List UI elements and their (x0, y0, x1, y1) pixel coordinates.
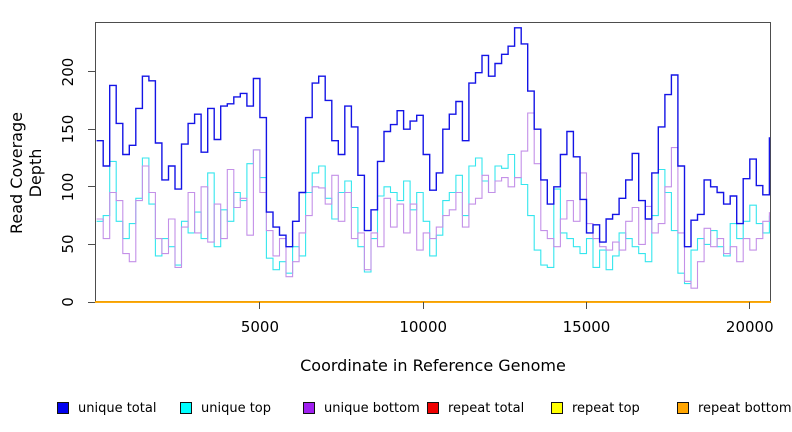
legend-swatch-unique-total (57, 402, 69, 414)
y-tick-mark (88, 128, 95, 130)
legend-label: repeat top (572, 400, 640, 416)
y-tick-label: 100 (59, 172, 77, 202)
y-tick-mark (88, 71, 95, 73)
y-tick-label: 150 (59, 114, 77, 144)
series-line-unique-bottom (96, 112, 770, 289)
x-tick-label: 5000 (240, 318, 279, 336)
y-tick-label: 200 (59, 57, 77, 86)
legend-label: unique top (201, 400, 272, 416)
legend-swatch-unique-top (180, 402, 192, 414)
legend-label: repeat bottom (698, 400, 792, 416)
legend-swatch-repeat-top (551, 402, 563, 414)
x-tick-label: 10000 (399, 318, 448, 336)
legend-item-unique-total: unique total (57, 398, 156, 418)
x-tick-mark (422, 302, 424, 309)
x-tick-mark (749, 302, 751, 309)
series-line-unique-top (96, 149, 770, 285)
legend-swatch-repeat-total (427, 402, 439, 414)
legend-item-unique-top: unique top (180, 398, 271, 418)
legend-label: unique bottom (324, 400, 420, 416)
x-tick-mark (259, 302, 261, 309)
legend-item-repeat-total: repeat total (427, 398, 524, 418)
legend-label: repeat total (448, 400, 525, 416)
y-tick-label: 50 (59, 234, 77, 254)
legend: unique total unique top unique bottom repea… (0, 398, 792, 422)
series-line-unique-total (96, 27, 771, 248)
y-tick-label: 0 (59, 297, 77, 307)
x-tick-mark (585, 302, 587, 309)
legend-swatch-repeat-bottom (677, 402, 689, 414)
x-axis-title: Coordinate in Reference Genome (300, 356, 566, 375)
legend-item-repeat-top: repeat top (551, 398, 640, 418)
legend-swatch-unique-bottom (303, 402, 315, 414)
x-tick-label: 20000 (725, 318, 774, 336)
legend-item-repeat-bottom: repeat bottom (677, 398, 792, 418)
x-tick-label: 15000 (562, 318, 611, 336)
y-tick-mark (88, 186, 95, 188)
legend-item-unique-bottom: unique bottom (303, 398, 420, 418)
y-tick-mark (88, 301, 95, 303)
y-tick-mark (88, 243, 95, 245)
legend-label: unique total (78, 400, 157, 416)
